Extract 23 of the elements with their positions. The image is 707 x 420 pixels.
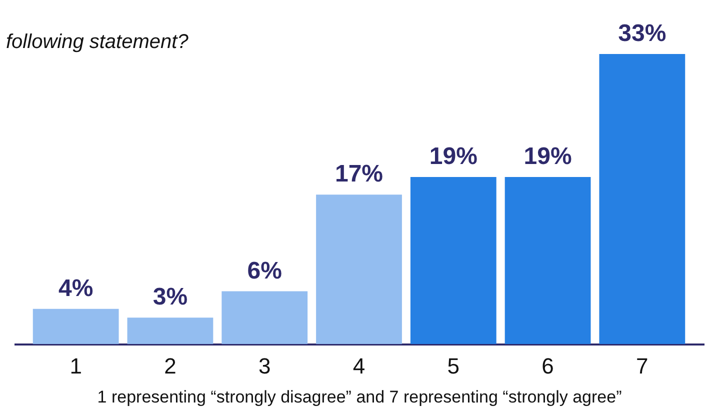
data-label: 19% <box>524 143 572 170</box>
x-tick-label: 6 <box>542 354 554 378</box>
bar <box>410 177 496 344</box>
x-tick-label: 3 <box>258 354 271 378</box>
bar <box>316 194 402 344</box>
x-tick-label: 2 <box>164 354 176 378</box>
x-tick-label: 4 <box>352 354 366 378</box>
bar <box>127 318 214 344</box>
bar <box>599 54 686 344</box>
bar <box>32 308 119 344</box>
bar <box>504 177 591 344</box>
data-label: 4% <box>58 274 94 302</box>
x-tick-label: 5 <box>447 354 460 378</box>
x-tick-label: 1 <box>70 354 82 378</box>
x-tick-label: 7 <box>636 354 648 378</box>
data-label: 17% <box>334 160 384 188</box>
bar <box>222 291 308 344</box>
data-label: 33% <box>618 20 666 47</box>
chart-title: following statement? <box>6 31 190 53</box>
data-label: 19% <box>429 143 478 170</box>
x-axis-title: 1 representing “strongly disagree” and 7 representing “strongly agree” <box>97 388 622 406</box>
data-label: 3% <box>152 284 188 311</box>
data-label: 6% <box>247 257 282 284</box>
